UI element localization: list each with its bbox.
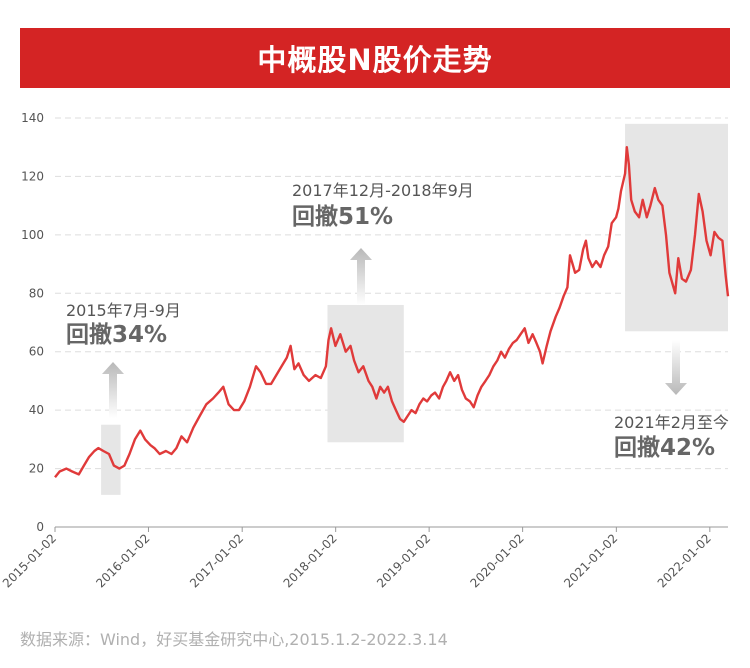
annotation-date-label: 2017年12月-2018年9月 bbox=[292, 181, 474, 200]
stock-price-chart: 0 20 40 60 80 100 120 140 2015-01-02 2016-01-02 20… bbox=[0, 111, 730, 590]
title-bar: 中概股N股价走势 bbox=[20, 28, 730, 88]
drawdown-arrow-down bbox=[665, 340, 687, 395]
drawdown-arrow-up bbox=[102, 362, 124, 418]
x-tick-label: 2022-01-02 bbox=[655, 531, 714, 590]
annotation-date-label: 2015年7月-9月 bbox=[66, 301, 181, 320]
y-tick-label: 140 bbox=[21, 111, 44, 125]
y-tick-label: 40 bbox=[29, 403, 44, 417]
y-tick-label: 0 bbox=[36, 520, 44, 534]
drawdown-region bbox=[625, 123, 728, 332]
price-line bbox=[54, 146, 730, 479]
y-tick-label: 100 bbox=[21, 228, 44, 242]
x-tick-label: 2020-01-02 bbox=[468, 531, 527, 590]
data-source-note: 数据来源：Wind，好买基金研究中心,2015.1.2-2022.3.14 bbox=[20, 630, 448, 649]
y-tick-label: 20 bbox=[29, 462, 44, 476]
annotation-drawdown-label: 回撤34% bbox=[66, 321, 167, 348]
y-tick-label: 60 bbox=[29, 345, 44, 359]
annotation-date-label: 2021年2月至今 bbox=[614, 413, 729, 432]
x-tick-label: 2015-01-02 bbox=[0, 531, 59, 590]
x-tick-label: 2019-01-02 bbox=[374, 531, 433, 590]
annotation-drawdown-label: 回撤51% bbox=[292, 203, 393, 230]
chart-title: 中概股N股价走势 bbox=[257, 43, 493, 77]
x-tick-label: 2017-01-02 bbox=[187, 531, 246, 590]
y-tick-label: 120 bbox=[21, 169, 44, 183]
y-tick-label: 80 bbox=[29, 286, 44, 300]
x-tick-label: 2018-01-02 bbox=[281, 531, 340, 590]
x-tick-label: 2021-01-02 bbox=[561, 531, 620, 590]
x-tick-label: 2016-01-02 bbox=[93, 531, 152, 590]
annotation-drawdown-label: 回撤42% bbox=[614, 434, 715, 461]
drawdown-arrow-up bbox=[350, 248, 372, 305]
